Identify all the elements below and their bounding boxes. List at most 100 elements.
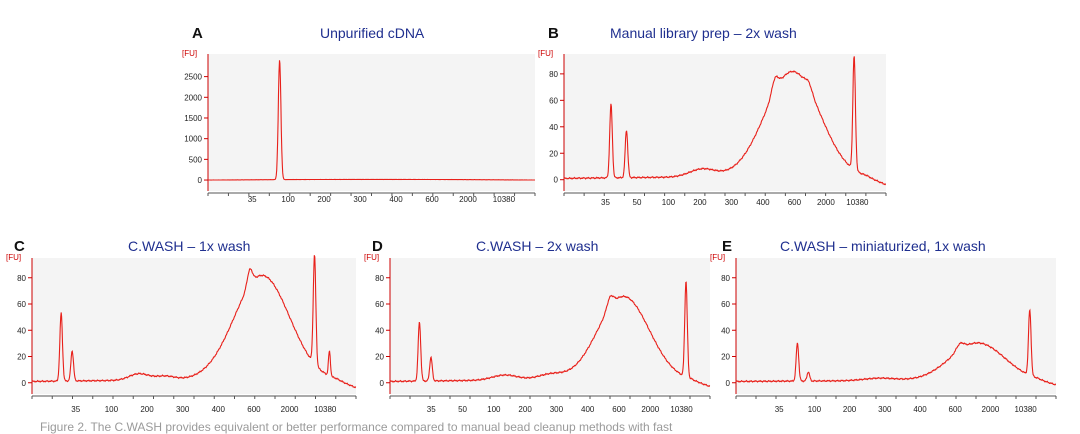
y-tick-label: 1500 [184,114,202,123]
y-axis-label: [FU] [538,49,553,58]
y-tick-label: 40 [721,326,730,335]
x-tick-label: 35 [71,405,80,414]
y-tick-label: 0 [554,176,559,185]
x-tick-label: 35 [601,198,610,207]
x-tick-label: 10380 [1014,405,1037,414]
x-tick-label: 50 [633,198,642,207]
electropherogram-plot: [FU] 0 20 40 60 80 35 100 200 300 400 600 2000 10380 [710,253,1057,414]
x-tick-label: 600 [425,195,439,204]
y-axis-label: [FU] [364,253,379,262]
x-tick-label: 300 [725,198,739,207]
x-tick-label: 2000 [459,195,477,204]
y-tick-label: 1000 [184,135,202,144]
y-tick-label: 20 [721,353,730,362]
y-tick-label: 60 [721,300,730,309]
panel-d: D C.WASH – 2x wash [FU] 0 20 40 60 80 35 50 100 2… [360,230,715,420]
plot-background [32,258,356,394]
y-tick-label: 20 [375,353,384,362]
y-tick-label: 0 [22,379,27,388]
y-tick-label: 80 [721,274,730,283]
x-tick-label: 50 [458,405,467,414]
y-tick-label: 0 [380,379,385,388]
panel-letter: E [722,238,733,255]
x-tick-label: 35 [248,195,257,204]
plot-background [208,54,535,191]
electropherogram-plot: [FU] 0 20 40 60 80 35 50 100 200 300 400 600 2000 1038… [364,253,711,414]
electropherogram-plot: [FU] 0 20 40 60 80 35 50 100 200 300 400 600 2000 1038… [538,49,887,207]
panel-title: Unpurified cDNA [320,25,425,41]
electropherogram-trace [31,255,357,389]
electropherogram-trace [735,308,1056,386]
x-tick-label: 200 [317,195,331,204]
x-tick-label: 2000 [281,405,299,414]
x-tick-label: 400 [212,405,226,414]
x-tick-label: 100 [662,198,676,207]
y-tick-label: 2500 [184,73,202,82]
panel-letter: D [372,238,383,255]
x-tick-label: 10380 [314,405,337,414]
electropherogram-plot: [FU] 0 20 40 60 80 35 100 200 300 400 600 2000 10380 [6,253,357,414]
y-tick-label: 20 [549,149,558,158]
x-tick-label: 300 [353,195,367,204]
y-tick-label: 2000 [184,93,202,102]
x-tick-label: 200 [518,405,532,414]
plot-background [736,258,1056,394]
electropherogram-trace [563,56,886,186]
x-tick-label: 200 [140,405,154,414]
x-tick-label: 100 [105,405,119,414]
x-tick-label: 10380 [670,405,693,414]
x-tick-label: 600 [612,405,626,414]
y-tick-label: 40 [17,326,26,335]
x-tick-label: 300 [550,405,564,414]
y-tick-label: 60 [17,300,26,309]
panel-b: B Manual library prep – 2x wash [FU] 0 20 4… [536,22,888,217]
panel-letter: C [14,238,25,255]
panel-letter: A [192,25,203,42]
y-axis-label: [FU] [182,49,197,58]
x-tick-label: 100 [487,405,501,414]
panel-letter: B [548,25,559,42]
x-tick-label: 2000 [982,405,1000,414]
x-tick-label: 400 [756,198,770,207]
x-tick-label: 600 [949,405,963,414]
electropherogram-plot: [FU] 0 500 1000 1500 2000 2500 35 100 200 300 400 60… [182,49,536,204]
y-tick-label: 500 [189,155,203,164]
y-axis-label: [FU] [6,253,21,262]
y-tick-label: 60 [375,300,384,309]
x-tick-label: 35 [775,405,784,414]
x-tick-label: 600 [788,198,802,207]
x-tick-label: 400 [581,405,595,414]
panel-a: A Unpurified cDNA [FU] 0 500 1000 1500 2000 25… [180,22,540,217]
x-tick-label: 300 [176,405,190,414]
plot-background [564,54,886,191]
plot-background [390,258,710,394]
x-tick-label: 35 [427,405,436,414]
electropherogram-trace [389,281,711,388]
x-tick-label: 400 [913,405,927,414]
x-tick-label: 100 [808,405,822,414]
x-tick-label: 10380 [846,198,869,207]
y-tick-label: 0 [198,176,203,185]
panel-c: C C.WASH – 1x wash [FU] 0 20 40 60 80 35 100 200… [0,230,360,420]
y-tick-label: 0 [726,379,731,388]
y-tick-label: 80 [549,70,558,79]
y-tick-label: 40 [375,326,384,335]
y-tick-label: 20 [17,353,26,362]
panel-e: E C.WASH – miniaturized, 1x wash [FU] 0 20… [710,230,1070,420]
y-tick-label: 80 [375,274,384,283]
y-tick-label: 60 [549,96,558,105]
x-tick-label: 200 [693,198,707,207]
x-tick-label: 300 [878,405,892,414]
electropherogram-trace [208,60,535,181]
x-tick-label: 100 [281,195,295,204]
panel-title: C.WASH – 1x wash [128,238,251,254]
x-tick-label: 2000 [641,405,659,414]
x-tick-label: 400 [389,195,403,204]
x-tick-label: 600 [247,405,261,414]
y-tick-label: 80 [17,274,26,283]
panel-title: C.WASH – miniaturized, 1x wash [780,238,986,254]
x-tick-label: 200 [843,405,857,414]
y-tick-label: 40 [549,123,558,132]
x-tick-label: 2000 [817,198,835,207]
panel-title: C.WASH – 2x wash [476,238,599,254]
